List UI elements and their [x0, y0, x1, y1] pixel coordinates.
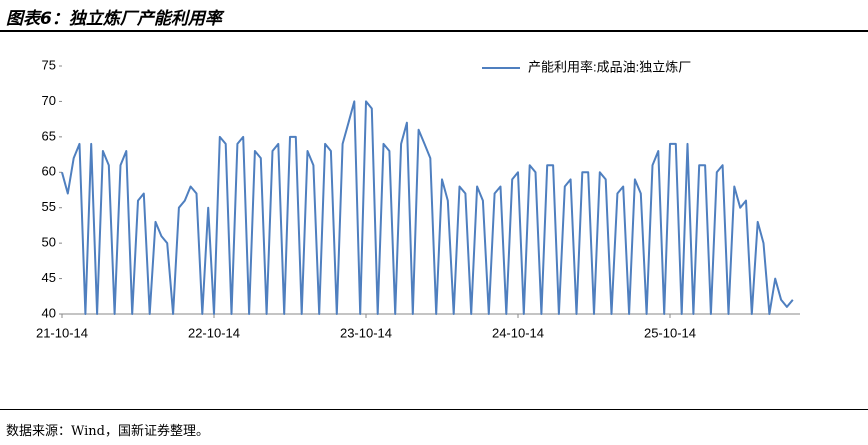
- legend-label: 产能利用率:成品油:独立炼厂: [528, 59, 691, 74]
- x-tick-label: 21-10-14: [36, 325, 88, 340]
- y-tick-label: 60: [42, 164, 56, 179]
- divider: [0, 30, 868, 32]
- y-tick-label: 55: [42, 199, 56, 214]
- y-tick-label: 40: [42, 305, 56, 320]
- y-tick-label: 45: [42, 270, 56, 285]
- source-note: 数据来源：Wind，国新证券整理。: [6, 424, 209, 439]
- divider: [0, 409, 868, 410]
- x-tick-label: 23-10-14: [340, 325, 392, 340]
- y-tick-label: 70: [42, 93, 56, 108]
- y-tick-label: 50: [42, 235, 56, 250]
- title: 图表6：独立炼厂产能利用率: [6, 9, 222, 29]
- data-line: [61, 100, 794, 315]
- y-tick-label: 75: [42, 57, 56, 72]
- y-tick-label: 65: [42, 128, 56, 143]
- chart: 40 45 50 55 60 65 70 75 21-10-14 22-10-14 23-10-14…: [36, 57, 800, 340]
- x-tick-label: 22-10-14: [188, 325, 240, 340]
- x-tick-label: 25-10-14: [644, 325, 696, 340]
- x-tick-label: 24-10-14: [492, 325, 544, 340]
